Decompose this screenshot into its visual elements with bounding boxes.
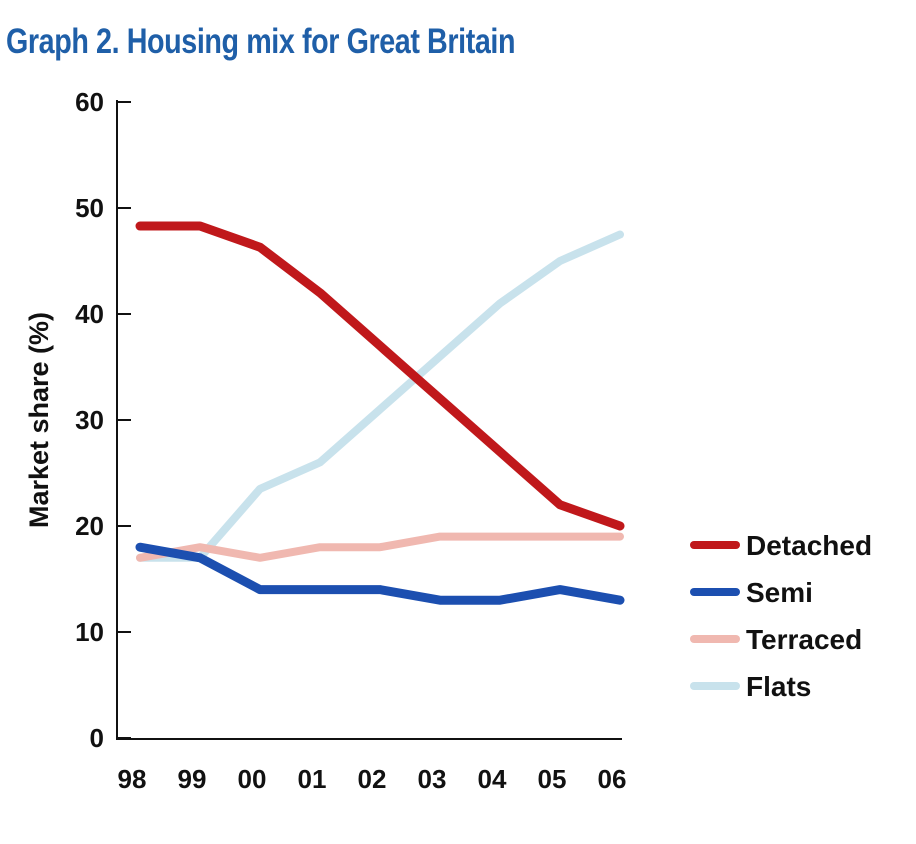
legend-label: Terraced	[746, 624, 862, 655]
y-tick-label: 10	[75, 617, 104, 647]
x-tick-label: 00	[238, 764, 267, 794]
legend-label: Flats	[746, 671, 811, 702]
x-tick-label: 98	[118, 764, 147, 794]
y-tick-label: 50	[75, 193, 104, 223]
x-tick-label: 99	[178, 764, 207, 794]
series-line-detached	[135, 221, 625, 531]
y-tick-label: 20	[75, 511, 104, 541]
y-tick-label: 30	[75, 405, 104, 435]
chart-title: Graph 2. Housing mix for Great Britain	[6, 22, 516, 61]
series-line-semi	[135, 542, 625, 605]
y-tick-label: 60	[75, 87, 104, 117]
legend-label: Detached	[746, 530, 872, 561]
x-tick-label: 04	[478, 764, 507, 794]
series-lines	[135, 221, 625, 605]
y-tick-label: 40	[75, 299, 104, 329]
x-tick-label: 02	[358, 764, 387, 794]
series-line-terraced	[136, 532, 624, 562]
x-tick-label: 01	[298, 764, 327, 794]
x-tick-label: 06	[598, 764, 627, 794]
x-tick-label: 05	[538, 764, 567, 794]
axes: 0 10 20 30 40 50 60 98 99 00 01 02 03 04 05 06	[75, 87, 626, 794]
y-tick-label: 0	[90, 723, 104, 753]
x-tick-label: 03	[418, 764, 447, 794]
legend: Detached Semi Terraced Flats	[690, 530, 872, 702]
y-axis-label: Market share (%)	[24, 312, 54, 528]
legend-label: Semi	[746, 577, 813, 608]
series-line-flats	[136, 230, 624, 562]
